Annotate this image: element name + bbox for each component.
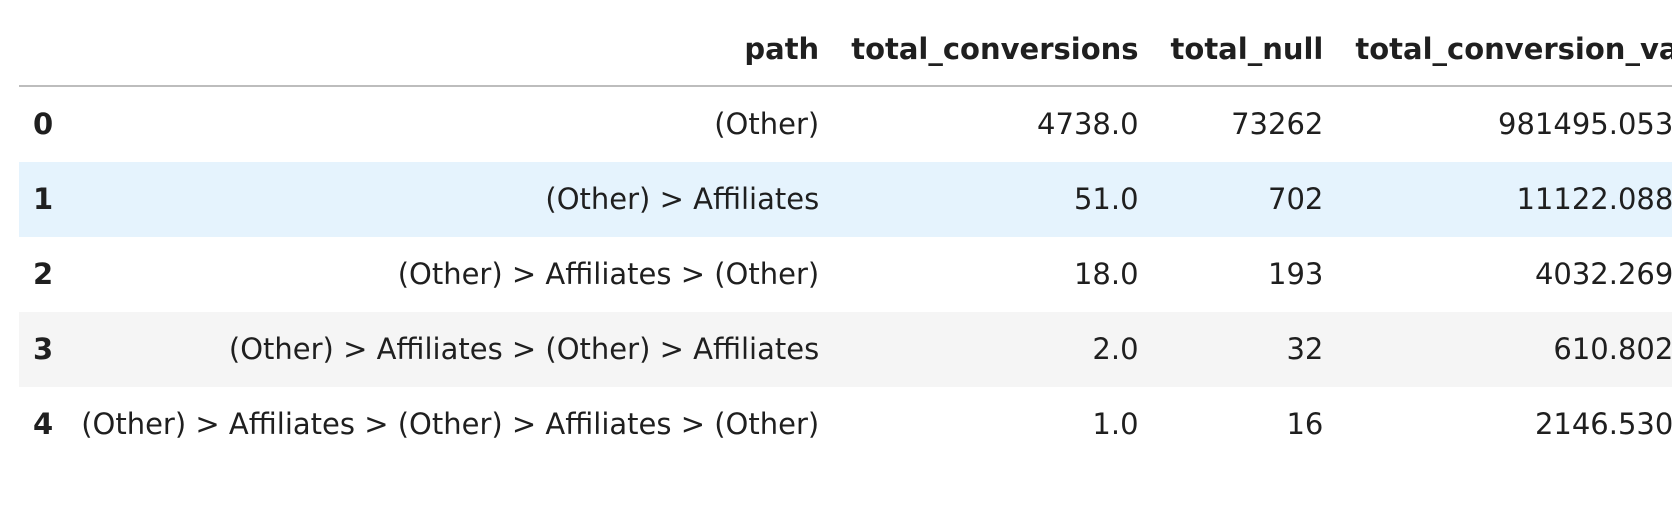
cell-path: (Other) > Affiliates > (Other) > Affilia…: [81, 407, 820, 441]
table-row: 4 (Other) > Affiliates > (Other) > Affil…: [19, 387, 1672, 462]
cell-total-null: 73262: [1231, 107, 1324, 141]
table-header: path total_conversions total_null total_…: [19, 14, 1672, 87]
table-row: 0 (Other) 4738.0 73262 981495.053638: [19, 86, 1672, 162]
table-row: 3 (Other) > Affiliates > (Other) > Affil…: [19, 312, 1672, 387]
cell-total-null: 16: [1286, 407, 1324, 441]
cell-path: (Other) > Affiliates: [545, 182, 820, 216]
table-body: 0 (Other) 4738.0 73262 981495.053638 1 (…: [19, 86, 1672, 462]
cell-path: (Other) > Affiliates > (Other) > Affilia…: [228, 332, 820, 366]
cell-total-conversions: 2.0: [1092, 332, 1139, 366]
row-index: 3: [33, 332, 54, 366]
cell-total-conversions: 18.0: [1073, 257, 1139, 291]
table-row: 2 (Other) > Affiliates > (Other) 18.0 19…: [19, 237, 1672, 312]
table-row-hovered: 1 (Other) > Affiliates 51.0 702 11122.08…: [19, 162, 1672, 237]
cell-path: (Other) > Affiliates > (Other): [397, 257, 820, 291]
header-row: path total_conversions total_null total_…: [19, 14, 1672, 87]
cell-total-null: 32: [1286, 332, 1324, 366]
index-column-header: [19, 14, 66, 87]
cell-total-conversion-value: 11122.088655: [1516, 182, 1672, 216]
row-index: 1: [33, 182, 54, 216]
cell-total-conversions: 4738.0: [1037, 107, 1139, 141]
row-index: 4: [33, 407, 54, 441]
cell-total-conversion-value: 610.802964: [1553, 332, 1672, 366]
cell-total-conversions: 51.0: [1073, 182, 1139, 216]
column-header-total-null: total_null: [1154, 14, 1340, 87]
cell-total-conversion-value: 2146.530294: [1534, 407, 1672, 441]
cell-total-null: 702: [1268, 182, 1324, 216]
dataframe-table: path total_conversions total_null total_…: [19, 14, 1672, 462]
cell-path: (Other): [714, 107, 820, 141]
cell-total-conversion-value: 4032.269948: [1534, 257, 1672, 291]
dataframe-output: path total_conversions total_null total_…: [19, 14, 1672, 462]
row-index: 2: [33, 257, 54, 291]
cell-total-conversions: 1.0: [1092, 407, 1139, 441]
column-header-total-conversion-value: total_conversion_value: [1339, 14, 1672, 87]
cell-total-conversion-value: 981495.053638: [1498, 107, 1672, 141]
column-header-total-conversions: total_conversions: [835, 14, 1155, 87]
row-index: 0: [33, 107, 54, 141]
cell-total-null: 193: [1268, 257, 1324, 291]
column-header-path: path: [65, 14, 836, 87]
